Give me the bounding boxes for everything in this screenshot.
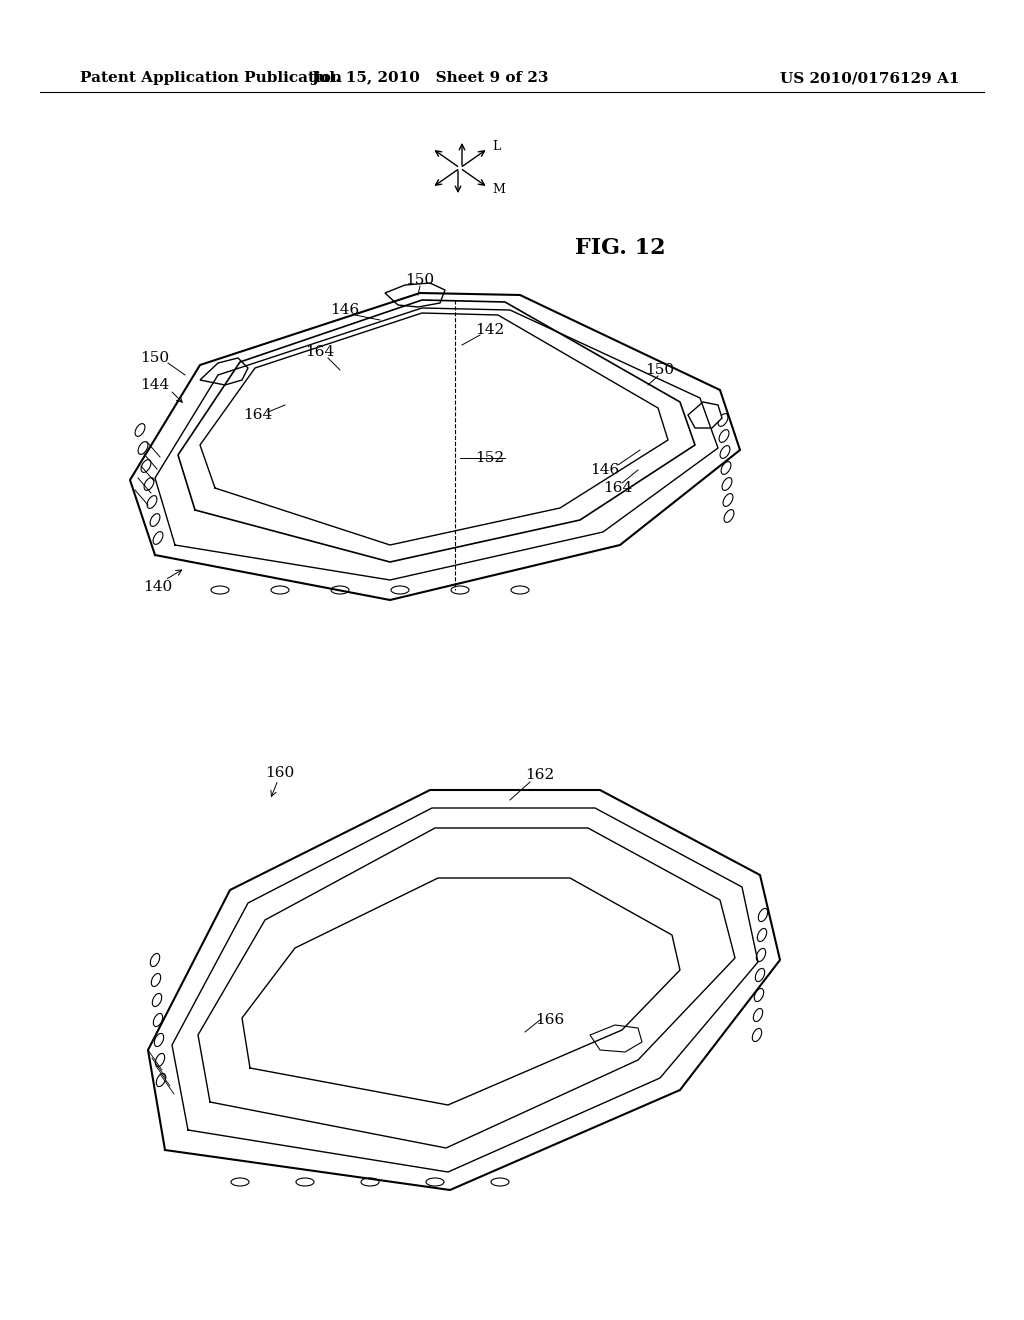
Text: 164: 164 [603,480,633,495]
Text: Jul. 15, 2010   Sheet 9 of 23: Jul. 15, 2010 Sheet 9 of 23 [311,71,549,84]
Text: 142: 142 [475,323,505,337]
Text: Patent Application Publication: Patent Application Publication [80,71,342,84]
Text: 164: 164 [305,345,335,359]
Text: FIG. 12: FIG. 12 [574,238,666,259]
Text: US 2010/0176129 A1: US 2010/0176129 A1 [780,71,959,84]
Polygon shape [200,358,248,385]
Text: 150: 150 [645,363,675,378]
Text: 140: 140 [143,579,173,594]
Text: 150: 150 [406,273,434,286]
Text: 166: 166 [536,1012,564,1027]
Polygon shape [590,1026,642,1052]
Text: 162: 162 [525,768,555,781]
Polygon shape [385,282,445,308]
Text: 152: 152 [475,451,505,465]
Text: 146: 146 [591,463,620,477]
Text: M: M [492,183,505,197]
Text: 164: 164 [244,408,272,422]
Polygon shape [688,403,722,428]
Text: 146: 146 [331,304,359,317]
Text: 150: 150 [140,351,170,366]
Text: L: L [492,140,501,153]
Text: 144: 144 [140,378,170,392]
Text: 160: 160 [265,766,295,780]
